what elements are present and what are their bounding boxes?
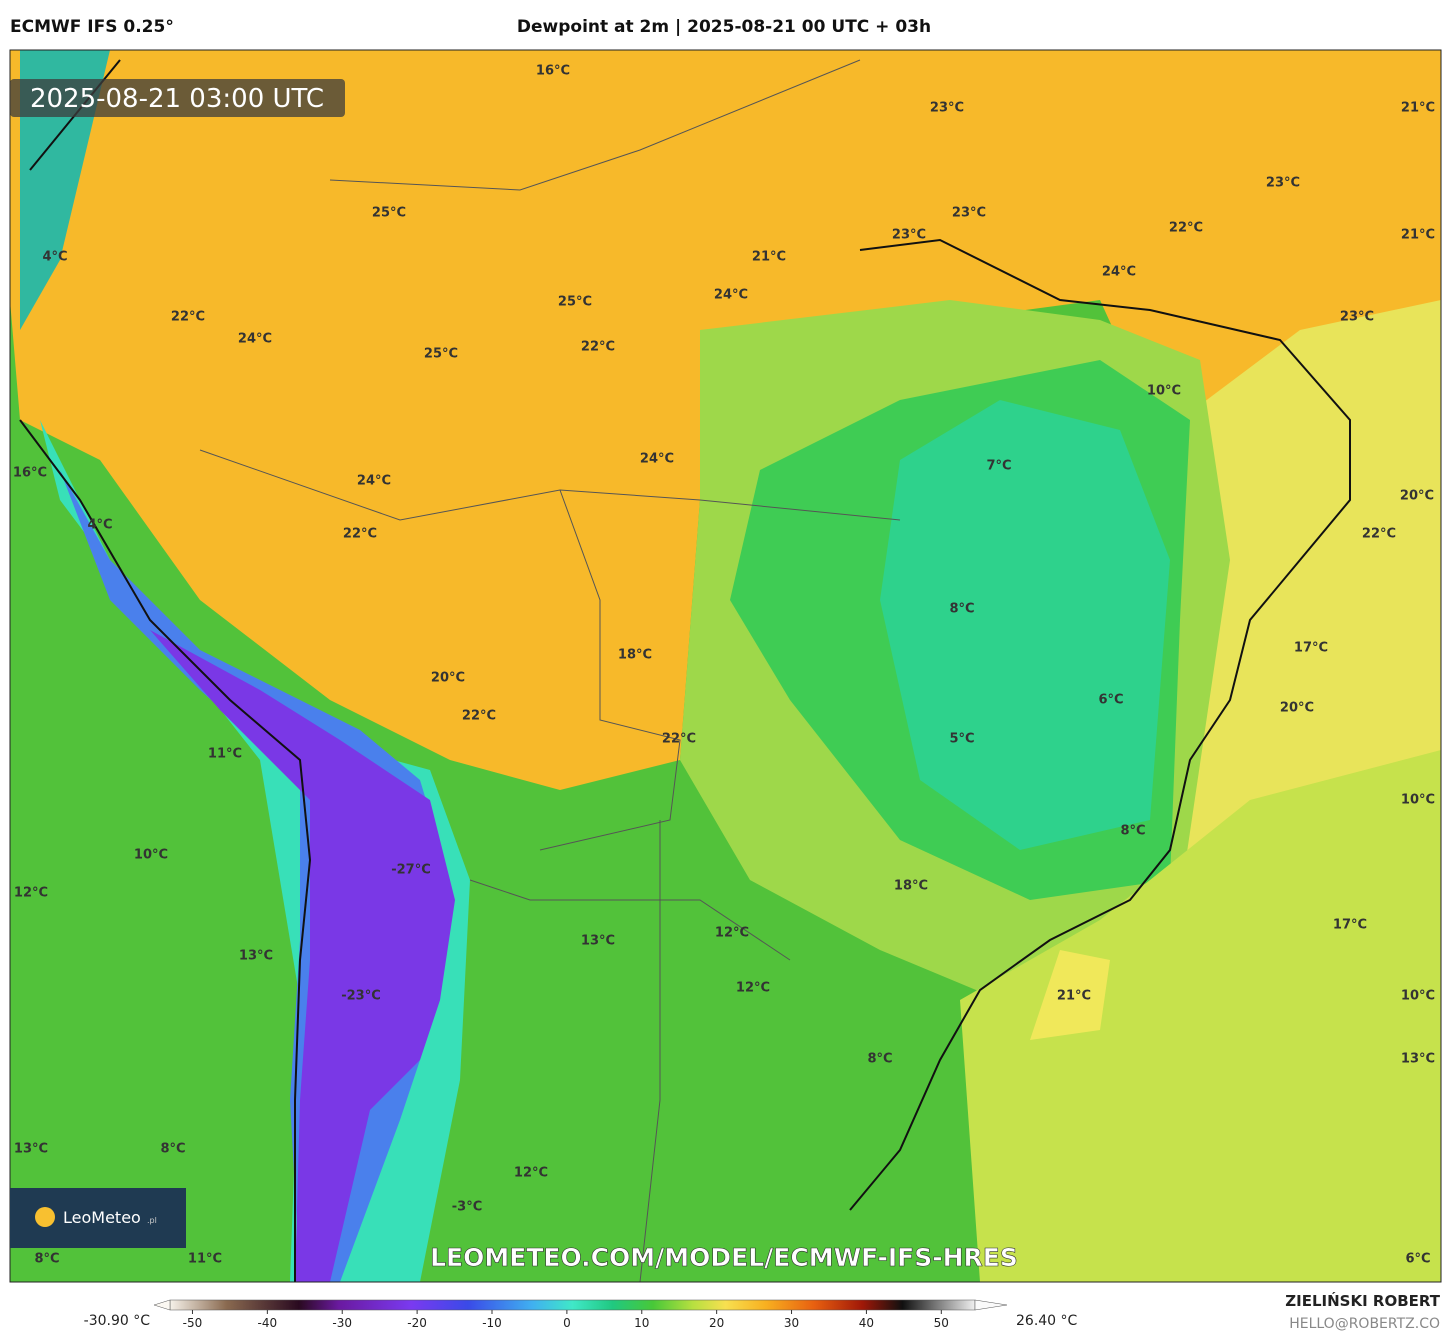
temperature-label: 18°C xyxy=(894,879,928,894)
map-title: Dewpoint at 2m | 2025-08-21 00 UTC + 03h xyxy=(517,17,931,37)
colorbar-tick-label: -50 xyxy=(183,1316,203,1330)
temperature-label: 4°C xyxy=(87,518,112,533)
temperature-label: -3°C xyxy=(452,1200,482,1215)
colorbar-max: 26.40 °C xyxy=(1016,1313,1078,1329)
logo-name: LeoMeteo xyxy=(63,1208,141,1227)
temperature-label: 25°C xyxy=(424,347,458,362)
temperature-label: 21°C xyxy=(1401,101,1435,116)
temperature-label: 10°C xyxy=(134,848,168,863)
temperature-label: 12°C xyxy=(736,981,770,996)
colorbar-tick-label: 40 xyxy=(859,1316,874,1330)
temperature-label: 11°C xyxy=(188,1252,222,1267)
temperature-label: 12°C xyxy=(14,886,48,901)
email: HELLO@ROBERTZ.CO xyxy=(1289,1316,1440,1332)
temperature-label: 24°C xyxy=(238,332,272,347)
map-frame xyxy=(9,49,1442,1283)
ocean-lime xyxy=(960,750,1441,1282)
timestamp-box xyxy=(10,79,345,117)
temperature-label: 24°C xyxy=(357,474,391,489)
colorbar-tick-label: 30 xyxy=(784,1316,799,1330)
logo-sun xyxy=(35,1207,55,1227)
model-name: ECMWF IFS 0.25° xyxy=(10,17,174,37)
colorbar-tick-label: 0 xyxy=(563,1316,571,1330)
temperature-label: -27°C xyxy=(391,863,431,878)
temperature-label: 21°C xyxy=(1401,228,1435,243)
temperature-label: 17°C xyxy=(1294,641,1328,656)
andes-purple xyxy=(150,630,455,1282)
temperature-label: 22°C xyxy=(662,732,696,747)
colorbar-tick-label: 50 xyxy=(934,1316,949,1330)
colorbar-max-arrow xyxy=(974,1299,1008,1311)
timestamp: 2025-08-21 03:00 UTC xyxy=(30,84,324,114)
temperature-label: 22°C xyxy=(581,340,615,355)
temperature-label: 22°C xyxy=(343,527,377,542)
temperature-label: 11°C xyxy=(208,747,242,762)
temperature-label: 23°C xyxy=(930,101,964,116)
temperature-label: 7°C xyxy=(986,459,1011,474)
colorbar-tick-label: 20 xyxy=(709,1316,724,1330)
map xyxy=(10,50,1441,1282)
map-labels: 16°C 23°C 21°C 25°C 23°C 23°C 22°C 21°C 4°C 21°C 2… xyxy=(13,64,1435,1267)
temperature-label: 8°C xyxy=(160,1142,185,1157)
temperature-label: 13°C xyxy=(239,949,273,964)
temperature-label: 22°C xyxy=(171,310,205,325)
author: ZIELIŃSKI ROBERT xyxy=(1285,1291,1440,1310)
colorbar-tick-label: -10 xyxy=(482,1316,502,1330)
temperature-label: 5°C xyxy=(949,732,974,747)
colorbar-min-arrow xyxy=(153,1299,171,1311)
temperature-label: 10°C xyxy=(1401,793,1435,808)
temperature-label: 6°C xyxy=(1098,693,1123,708)
temperature-label: 17°C xyxy=(1333,918,1367,933)
temperature-label: 25°C xyxy=(372,206,406,221)
temperature-label: 13°C xyxy=(14,1142,48,1157)
temperature-label: 25°C xyxy=(558,295,592,310)
temperature-label: 13°C xyxy=(581,934,615,949)
temperature-label: 23°C xyxy=(1266,176,1300,191)
teal-region xyxy=(880,400,1170,850)
temperature-label: 20°C xyxy=(431,671,465,686)
temperature-label: 16°C xyxy=(536,64,570,79)
temperature-label: 12°C xyxy=(514,1166,548,1181)
colorbar-min: -30.90 °C xyxy=(84,1313,151,1329)
temperature-label: 21°C xyxy=(1057,989,1091,1004)
colorbar-gradient xyxy=(169,1299,976,1311)
logo-suffix: .pl xyxy=(147,1216,157,1225)
colorbar-tick-label: -40 xyxy=(258,1316,278,1330)
ocean-yellow xyxy=(1030,950,1110,1040)
temperature-label: 20°C xyxy=(1280,701,1314,716)
temperature-label: 12°C xyxy=(715,926,749,941)
temperature-label: 8°C xyxy=(949,602,974,617)
temperature-label: 24°C xyxy=(1102,265,1136,280)
temperature-label: 20°C xyxy=(1400,489,1434,504)
temperature-label: 8°C xyxy=(1120,824,1145,839)
temperature-label: 10°C xyxy=(1401,989,1435,1004)
temperature-label: 23°C xyxy=(952,206,986,221)
temperature-label: 13°C xyxy=(1401,1052,1435,1067)
temperature-label: 22°C xyxy=(1169,221,1203,236)
temperature-label: 8°C xyxy=(34,1252,59,1267)
temperature-label: -23°C xyxy=(341,989,381,1004)
temperature-label: 16°C xyxy=(13,466,47,481)
colorbar-tick-label: -20 xyxy=(407,1316,427,1330)
colorbar-tick-label: -30 xyxy=(332,1316,352,1330)
temperature-label: 24°C xyxy=(714,288,748,303)
colorbar: -50 -40 -30 -20 -10 0 10 20 30 40 50 xyxy=(153,1299,1008,1330)
temperature-label: 21°C xyxy=(752,250,786,265)
temperature-label: 8°C xyxy=(867,1052,892,1067)
temperature-label: 4°C xyxy=(42,250,67,265)
temperature-label: 23°C xyxy=(892,228,926,243)
watermark: LEOMETEO.COM/MODEL/ECMWF-IFS-HRES xyxy=(430,1243,1018,1272)
north-andes xyxy=(20,50,110,330)
colorbar-tick-label: 10 xyxy=(634,1316,649,1330)
temperature-label: 6°C xyxy=(1405,1252,1430,1267)
temperature-label: 10°C xyxy=(1147,384,1181,399)
temperature-label: 22°C xyxy=(1362,527,1396,542)
temperature-label: 22°C xyxy=(462,709,496,724)
temperature-label: 24°C xyxy=(640,452,674,467)
borders xyxy=(199,59,901,1282)
temperature-label: 18°C xyxy=(618,648,652,663)
temperature-label: 23°C xyxy=(1340,310,1374,325)
